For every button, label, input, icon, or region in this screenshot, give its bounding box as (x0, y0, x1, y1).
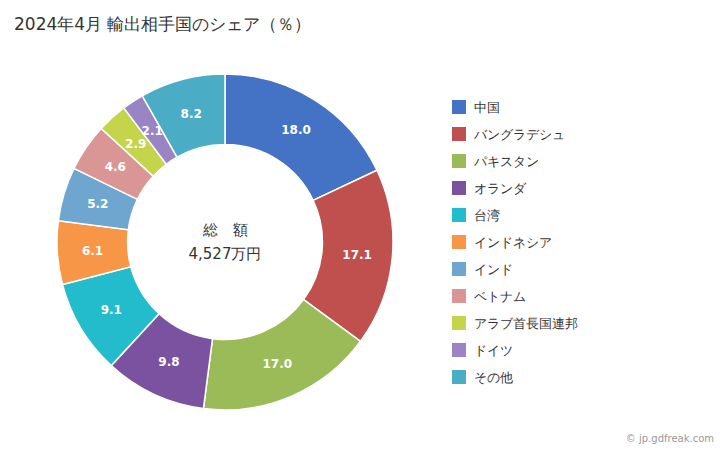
legend-label: オランダ (474, 181, 527, 196)
chart-container: 2024年4月 輸出相手国のシェア（％） 18.0 17.1 17.0 9.8 9.1 6.… (0, 0, 728, 450)
legend-label: ベトナム (474, 289, 526, 304)
slice-labels: 18.0 17.1 17.0 9.8 9.1 6.1 5.2 4.6 2.92.1 8.2 (82, 107, 372, 371)
data-label: 17.0 (262, 357, 292, 371)
legend: 中国バングラデシュパキスタンオランダ台湾インドネシアインドベトナムアラブ首長国連… (452, 100, 578, 385)
legend-swatch (452, 370, 466, 384)
legend-label: アラブ首長国連邦 (474, 316, 578, 331)
legend-label: その他 (474, 370, 513, 385)
center-text: 総 額 (202, 221, 248, 239)
legend-label: バングラデシュ (473, 127, 565, 142)
legend-swatch (452, 289, 466, 303)
data-label: 8.2 (181, 107, 202, 121)
data-label: 2.1 (142, 124, 163, 138)
legend-swatch (452, 181, 466, 195)
legend-swatch (452, 208, 466, 222)
data-label: 17.1 (342, 248, 372, 262)
center-text: 4,527万円 (189, 245, 262, 263)
legend-swatch (452, 235, 466, 249)
data-label: 18.0 (281, 123, 311, 137)
legend-label: 中国 (474, 100, 500, 115)
legend-label: インド (474, 262, 513, 277)
legend-swatch (452, 262, 466, 276)
annotation: © jp.gdfreak.com (626, 433, 714, 444)
background (0, 0, 728, 450)
data-label: 9.8 (158, 355, 179, 369)
chart-svg: 2024年4月 輸出相手国のシェア（％） 18.0 17.1 17.0 9.8 9.1 6.… (0, 0, 728, 450)
legend-swatch (452, 154, 466, 168)
data-label: 5.2 (87, 197, 108, 211)
title: 2024年4月 輸出相手国のシェア（％） (14, 14, 311, 34)
slice (57, 221, 131, 285)
data-label: 9.1 (101, 303, 122, 317)
slice (203, 300, 360, 410)
data-label: 4.6 (105, 160, 126, 174)
legend-label: インドネシア (474, 235, 552, 250)
legend-swatch (452, 343, 466, 357)
legend-label: 台湾 (474, 208, 500, 223)
legend-label: パキスタン (473, 154, 539, 169)
data-label: 6.1 (82, 244, 103, 258)
data-label: 2.9 (125, 137, 146, 151)
legend-label: ドイツ (474, 343, 513, 358)
slice (142, 74, 225, 157)
legend-swatch (452, 127, 466, 141)
slices (57, 74, 393, 410)
legend-swatch (452, 316, 466, 330)
legend-swatch (452, 100, 466, 114)
slice (62, 267, 159, 366)
